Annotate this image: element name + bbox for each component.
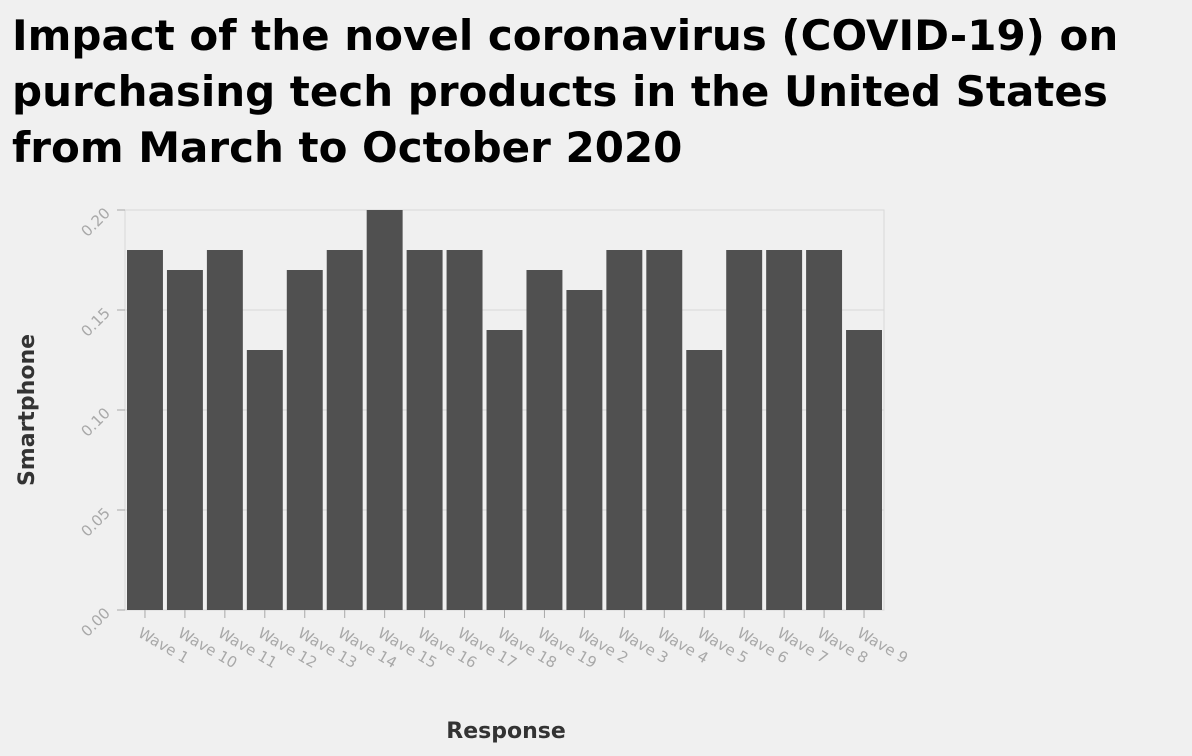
bar [326, 250, 363, 610]
bar [606, 250, 643, 610]
bar [526, 270, 563, 610]
bar [166, 270, 203, 610]
bar [127, 250, 163, 610]
x-axis-title: Response [446, 719, 566, 744]
bar [806, 250, 843, 610]
y-axis-title: Smartphone [15, 334, 40, 486]
bar [446, 250, 483, 610]
bar [406, 250, 443, 610]
bars-layer [127, 210, 882, 610]
y-tick-label: 0.10 [77, 404, 113, 440]
bar [846, 330, 882, 610]
y-tick-label: 0.05 [77, 504, 113, 540]
y-tick-label: 0.15 [77, 304, 113, 340]
y-tick-label: 0.20 [77, 204, 113, 240]
bar [766, 250, 803, 610]
bar [366, 210, 403, 610]
bar [486, 330, 523, 610]
bar [686, 350, 723, 610]
bar [286, 270, 323, 610]
y-axis: 0.00 0.05 0.10 0.15 0.20 [77, 204, 125, 640]
chart-title: Impact of the novel coronavirus (COVID-1… [12, 11, 1119, 172]
bar [726, 250, 763, 610]
bar [566, 290, 603, 610]
bar [646, 250, 683, 610]
bar [206, 250, 243, 610]
y-tick-label: 0.00 [77, 604, 113, 640]
bar [246, 350, 283, 610]
